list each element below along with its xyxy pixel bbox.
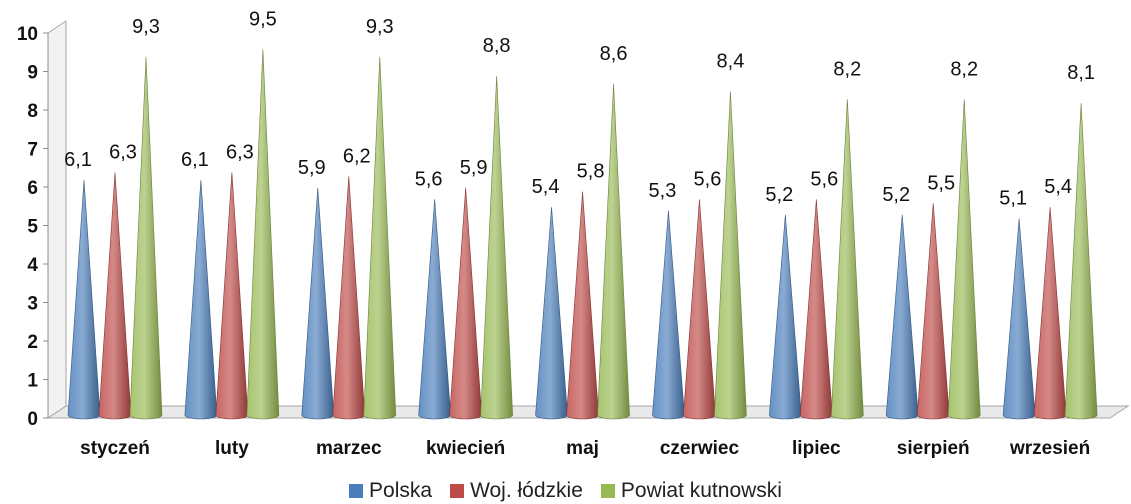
cone-0-8 <box>1002 218 1036 420</box>
cone-1-5 <box>683 199 716 420</box>
data-label-0-0: 6,1 <box>64 149 92 171</box>
cone-0-7 <box>885 214 919 420</box>
data-label-1-4: 5,8 <box>577 161 605 183</box>
y-axis: 0 1 2 3 4 5 6 7 8 9 10 <box>17 24 49 430</box>
legend-swatch-polska <box>349 484 364 498</box>
data-label-2-1: 9,5 <box>249 8 277 30</box>
y-tick-label: 3 <box>27 294 38 315</box>
y-tick-label: 6 <box>27 178 38 199</box>
data-label-0-5: 5,3 <box>649 180 677 202</box>
legend-item-woj-lodzkie: Woj. łódzkie <box>450 479 583 503</box>
cone-1-4 <box>566 191 599 420</box>
data-label-2-0: 9,3 <box>132 16 160 38</box>
data-label-0-1: 6,1 <box>181 149 209 171</box>
data-label-0-8: 5,1 <box>999 188 1027 210</box>
y-tick-label: 0 <box>27 409 38 430</box>
cone-2-7 <box>947 99 981 420</box>
legend-label-polska: Polska <box>369 479 433 502</box>
x-tick-label: maj <box>566 438 599 459</box>
cone-0-4 <box>535 207 568 420</box>
cone-2-0 <box>129 56 163 420</box>
cone-2-8 <box>1064 103 1098 420</box>
data-label-2-2: 9,3 <box>366 16 394 38</box>
cone-1-7 <box>916 203 950 420</box>
data-label-1-5: 5,6 <box>694 168 722 190</box>
data-label-1-0: 6,3 <box>109 141 137 163</box>
y-tick-label: 7 <box>27 140 38 161</box>
y-tick-label: 1 <box>27 371 38 392</box>
cone-2-3 <box>480 76 513 420</box>
x-tick-label: wrzesień <box>1009 438 1090 459</box>
cone-1-0 <box>98 172 132 420</box>
x-tick-label: lipiec <box>792 438 841 459</box>
data-label-2-8: 8,1 <box>1067 62 1095 84</box>
data-label-0-2: 5,9 <box>298 157 326 179</box>
cone-0-0 <box>67 180 101 420</box>
legend-item-polska: Polska <box>349 479 432 503</box>
data-label-1-8: 5,4 <box>1044 176 1072 198</box>
y-tick-label: 9 <box>27 63 38 84</box>
side-wall <box>47 20 67 419</box>
x-tick-label: luty <box>215 438 249 459</box>
cone-0-5 <box>652 210 685 420</box>
cone-0-6 <box>769 214 802 420</box>
x-tick-label: czerwiec <box>660 438 740 459</box>
cone-2-5 <box>714 91 747 420</box>
x-tick-label: marzec <box>316 438 382 459</box>
cone-2-2 <box>363 56 397 420</box>
data-label-2-4: 8,6 <box>600 43 628 65</box>
x-tick-label: styczeń <box>80 438 150 459</box>
cone-1-8 <box>1033 207 1067 420</box>
cone-1-3 <box>449 187 482 420</box>
data-label-0-7: 5,2 <box>882 184 910 206</box>
x-axis: styczeń luty marzec kwiecień maj czerwiec lipi… <box>80 438 1090 459</box>
data-label-1-7: 5,5 <box>927 172 955 194</box>
data-label-1-1: 6,3 <box>226 141 254 163</box>
x-tick-label: kwiecień <box>426 438 505 459</box>
legend-label-woj-lodzkie: Woj. łódzkie <box>470 479 583 502</box>
data-label-2-3: 8,8 <box>483 35 511 57</box>
data-cones <box>67 49 1098 420</box>
y-tick-label: 10 <box>17 24 38 45</box>
legend: Polska Woj. łódzkie Powiat kutnowski <box>0 478 1131 504</box>
cone-0-3 <box>418 199 451 420</box>
data-label-1-6: 5,6 <box>810 168 838 190</box>
data-label-0-3: 5,6 <box>415 168 443 190</box>
data-label-0-4: 5,4 <box>532 176 560 198</box>
legend-item-powiat-kutnowski: Powiat kutnowski <box>600 479 782 503</box>
cone-2-6 <box>831 99 864 420</box>
legend-swatch-powiat-kutnowski <box>600 484 615 498</box>
x-tick-label: sierpień <box>897 438 970 459</box>
y-tick-label: 4 <box>27 255 38 276</box>
cone-0-2 <box>301 187 335 420</box>
y-tick-label: 2 <box>27 332 38 353</box>
data-label-2-6: 8,2 <box>833 58 861 80</box>
legend-label-powiat-kutnowski: Powiat kutnowski <box>620 479 782 502</box>
data-label-1-2: 6,2 <box>343 145 371 167</box>
data-label-0-6: 5,2 <box>765 184 793 206</box>
data-label-2-7: 8,2 <box>950 58 978 80</box>
cone-1-1 <box>215 172 249 420</box>
data-labels: 6,1 6,3 9,3 6,1 6,3 9,5 5,9 6,2 9,3 5,6 5,9 8,8 5,4 5… <box>64 8 1095 209</box>
y-tick-label: 5 <box>27 217 38 238</box>
cone-0-1 <box>184 180 218 420</box>
y-tick-label: 8 <box>27 101 38 122</box>
cone-1-2 <box>332 176 366 420</box>
legend-swatch-woj-lodzkie <box>450 484 465 498</box>
cone-2-1 <box>246 49 280 420</box>
data-label-1-3: 5,9 <box>460 157 488 179</box>
data-label-2-5: 8,4 <box>717 51 745 73</box>
cone-1-6 <box>800 199 833 420</box>
cone-2-4 <box>597 83 630 420</box>
